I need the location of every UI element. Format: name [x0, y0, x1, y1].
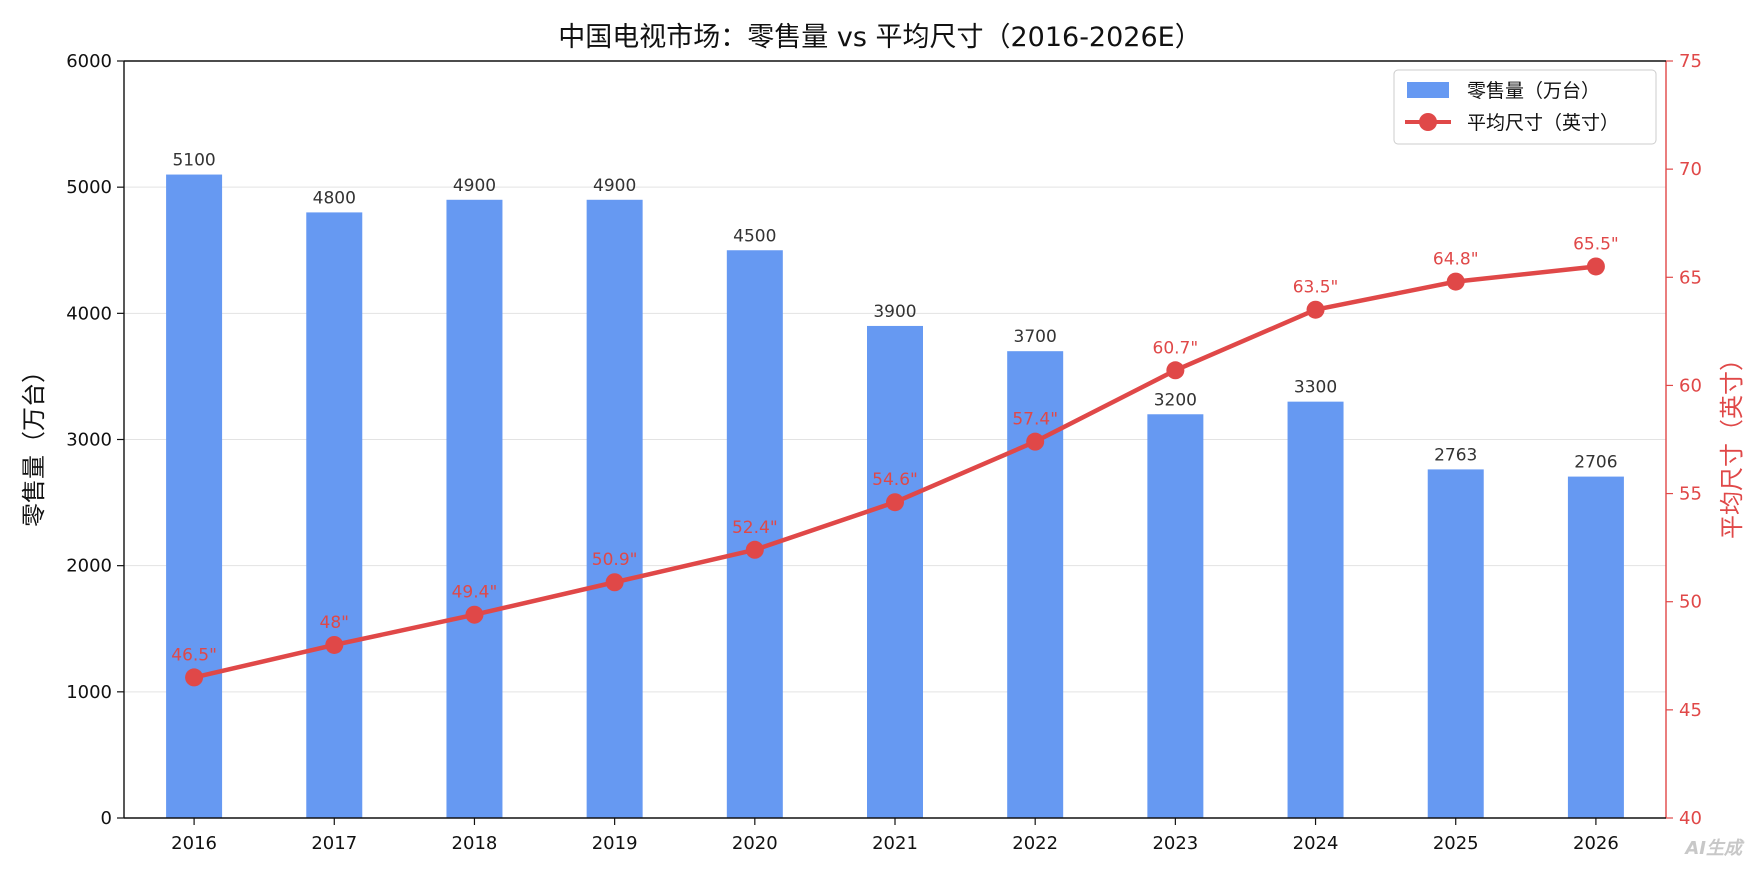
bar-value-label: 4900 [593, 176, 636, 196]
line-value-label: 50.9" [592, 550, 638, 570]
y-axis-right-label: 平均尺寸（英寸） [1718, 347, 1746, 539]
x-tick-label: 2023 [1152, 833, 1198, 854]
bar [446, 199, 503, 819]
y-right-tick-label: 55 [1679, 484, 1702, 505]
legend: 零售量（万台） 平均尺寸（英寸） [1393, 69, 1657, 145]
legend-line-label: 平均尺寸（英寸） [1467, 112, 1619, 134]
legend-line-marker [1419, 113, 1437, 131]
bar-value-label: 4800 [313, 188, 356, 208]
line-value-label: 63.5" [1293, 278, 1339, 298]
axes: 0 1000 2000 3000 4000 5000 6000 40 45 50 55 60 65 70 7… [66, 51, 1702, 854]
line-value-label: 46.5" [171, 645, 217, 665]
line-series [185, 257, 1605, 687]
bar-value-label: 4900 [453, 176, 496, 196]
bar [1007, 351, 1064, 818]
line-value-label: 57.4" [1012, 410, 1058, 430]
bar-value-label: 2763 [1434, 445, 1477, 465]
line-value-label: 49.4" [452, 583, 498, 603]
line-value-label: 65.5" [1573, 234, 1619, 254]
y-left-tick-label: 6000 [66, 51, 112, 72]
bar [1427, 469, 1484, 818]
y-right-tick-label: 45 [1679, 700, 1702, 721]
legend-box [1393, 69, 1657, 145]
y-left-tick-label: 3000 [66, 430, 112, 451]
x-tick-label: 2022 [1012, 833, 1058, 854]
y-right-tick-label: 60 [1679, 375, 1702, 396]
bar-value-label: 3700 [1014, 327, 1057, 347]
bar-value-label: 3900 [873, 302, 916, 322]
line-point [1586, 257, 1605, 276]
bar [586, 199, 643, 819]
y-left-tick-label: 0 [101, 808, 112, 829]
line-value-label: 48" [320, 613, 349, 633]
y-left-tick-label: 4000 [66, 303, 112, 324]
x-tick-label: 2016 [171, 833, 217, 854]
x-tick-label: 2024 [1293, 833, 1339, 854]
line-value-label: 52.4" [732, 518, 778, 538]
line-value-label: 60.7" [1153, 338, 1199, 358]
line-point [465, 605, 484, 624]
legend-bar-label: 零售量（万台） [1467, 80, 1600, 102]
bar-value-label: 3200 [1154, 390, 1197, 410]
line-point [1446, 272, 1465, 291]
y-left-tick-label: 1000 [66, 682, 112, 703]
line-point [1166, 361, 1185, 380]
line-point [325, 635, 344, 654]
bar-value-label: 3300 [1294, 378, 1337, 398]
line-value-label: 54.6" [872, 470, 918, 490]
bar-value-label: 4500 [733, 226, 776, 246]
bar [1287, 401, 1344, 818]
y-axis-left-label: 零售量（万台） [20, 359, 48, 527]
line-point [185, 668, 204, 687]
y-right-tick-label: 50 [1679, 592, 1702, 613]
y-left-tick-label: 2000 [66, 556, 112, 577]
line-value-label: 64.8" [1433, 250, 1479, 270]
line-point [1306, 300, 1325, 319]
y-right-tick-label: 70 [1679, 159, 1702, 180]
bar [726, 250, 783, 818]
chart-title: 中国电视市场：零售量 vs 平均尺寸（2016-2026E） [558, 22, 1201, 53]
bar [1147, 414, 1204, 818]
x-tick-label: 2021 [872, 833, 918, 854]
bar [166, 174, 223, 819]
line-point [1026, 432, 1045, 451]
y-left-tick-label: 5000 [66, 177, 112, 198]
y-right-tick-label: 75 [1679, 51, 1702, 72]
x-tick-label: 2017 [311, 833, 357, 854]
bar [867, 325, 923, 818]
line-point [605, 573, 624, 592]
bar-series [166, 174, 1624, 819]
bar [1567, 476, 1624, 818]
x-tick-label: 2020 [732, 833, 778, 854]
bar-value-label: 5100 [172, 151, 215, 171]
y-right-tick-label: 65 [1679, 267, 1702, 288]
legend-bar-swatch [1407, 82, 1449, 98]
bar-value-label: 2706 [1574, 453, 1617, 473]
bar [306, 212, 363, 818]
x-tick-label: 2025 [1433, 833, 1479, 854]
y-right-tick-label: 40 [1679, 808, 1702, 829]
watermark: AI生成 [1683, 838, 1745, 859]
line-point [886, 493, 904, 512]
data-labels: 5100 4800 4900 4900 4500 3900 3700 3200 3300 2763… [171, 151, 1618, 666]
line-point [745, 540, 764, 559]
x-tick-label: 2019 [592, 833, 638, 854]
x-tick-label: 2018 [452, 833, 498, 854]
x-tick-label: 2026 [1573, 833, 1619, 854]
